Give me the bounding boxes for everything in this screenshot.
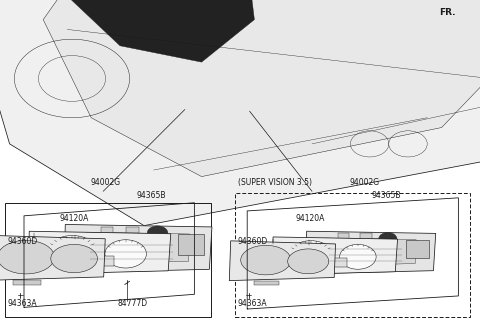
Polygon shape [272, 237, 397, 275]
Bar [178, 234, 204, 255]
Bar [406, 240, 429, 258]
Polygon shape [28, 231, 171, 274]
Bar [100, 227, 113, 233]
Bar [235, 193, 470, 317]
Polygon shape [324, 238, 416, 266]
Text: 94363A: 94363A [238, 299, 267, 308]
Polygon shape [85, 232, 190, 264]
Ellipse shape [0, 240, 54, 274]
Text: 94360D: 94360D [238, 237, 268, 246]
Text: 94120A: 94120A [295, 214, 324, 223]
Ellipse shape [240, 245, 291, 275]
Text: 94360D: 94360D [7, 237, 37, 246]
Bar [5, 203, 211, 317]
Polygon shape [58, 0, 254, 62]
Text: FR.: FR. [439, 8, 456, 17]
Polygon shape [13, 281, 41, 285]
Ellipse shape [288, 249, 329, 274]
Text: (SUPER VISION 3.5): (SUPER VISION 3.5) [238, 178, 312, 187]
Polygon shape [0, 235, 105, 281]
Text: 94365B: 94365B [137, 191, 166, 200]
Circle shape [288, 241, 334, 272]
Text: 94002G: 94002G [91, 178, 120, 187]
Polygon shape [419, 15, 426, 21]
Text: 94002G: 94002G [350, 178, 380, 187]
Bar [126, 227, 139, 233]
Polygon shape [306, 231, 436, 274]
Text: REF.84-847: REF.84-847 [0, 326, 1, 327]
Circle shape [147, 226, 168, 240]
Text: 94365B: 94365B [372, 191, 401, 200]
Polygon shape [64, 224, 212, 273]
Polygon shape [254, 281, 279, 285]
Bar [327, 258, 348, 267]
Bar [360, 233, 372, 239]
Polygon shape [229, 241, 336, 281]
Text: 84777D: 84777D [118, 299, 148, 308]
Text: 94120A: 94120A [60, 214, 89, 223]
Polygon shape [0, 0, 480, 226]
Circle shape [47, 235, 98, 271]
Circle shape [379, 232, 397, 245]
Bar [338, 233, 349, 239]
Circle shape [340, 244, 376, 269]
Text: 94363A: 94363A [7, 299, 37, 308]
Polygon shape [43, 0, 480, 177]
Bar [90, 256, 114, 266]
Ellipse shape [51, 244, 97, 273]
Circle shape [105, 240, 146, 268]
